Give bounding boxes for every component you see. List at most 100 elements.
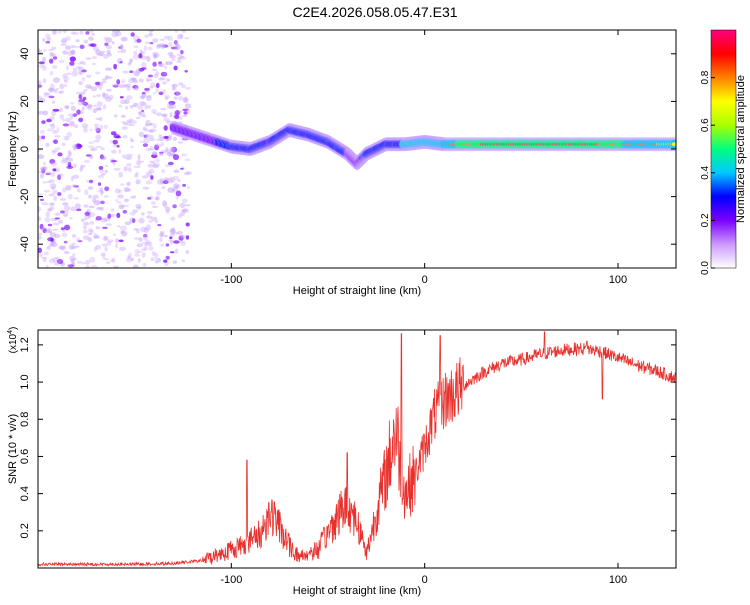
- x-tick-label: 100: [609, 274, 627, 286]
- heatmap-cell: [132, 102, 139, 107]
- heatmap-cell: [46, 171, 52, 175]
- heatmap-cell: [179, 33, 184, 38]
- heatmap-cell: [43, 162, 47, 166]
- heatmap-cell: [133, 237, 141, 240]
- heatmap-cell: [106, 45, 112, 50]
- heatmap-cell: [139, 140, 145, 143]
- heatmap-cell: [57, 91, 63, 94]
- heatmap-cell: [60, 43, 67, 46]
- heatmap-cell: [67, 50, 74, 56]
- heatmap-cell: [101, 155, 107, 161]
- heatmap-cell: [160, 71, 168, 77]
- colorbar-tick-label: 0.6: [700, 118, 711, 132]
- heatmap-cell: [169, 236, 173, 240]
- heatmap-cell: [182, 183, 187, 187]
- heatmap-cell: [185, 250, 189, 254]
- heatmap-cell: [39, 223, 44, 230]
- heatmap-cell: [80, 60, 84, 65]
- heatmap-cell: [70, 105, 77, 111]
- heatmap-cell: [184, 158, 191, 162]
- heatmap-cell: [171, 87, 177, 91]
- heatmap-cell: [99, 154, 104, 160]
- heatmap-cell: [164, 95, 171, 99]
- heatmap-cell: [128, 166, 132, 173]
- heatmap-cell: [148, 134, 154, 139]
- heatmap-cell: [147, 46, 153, 51]
- heatmap-cell: [63, 76, 70, 81]
- y-tick-label: 20: [19, 95, 31, 107]
- heatmap-cell: [45, 142, 50, 147]
- y-tick-label: -40: [19, 236, 31, 252]
- heatmap-cell: [63, 105, 69, 109]
- heatmap-cell: [142, 186, 150, 190]
- heatmap-cell: [50, 242, 58, 247]
- heatmap-cell: [89, 128, 93, 132]
- heatmap-cell: [60, 159, 67, 164]
- heatmap-cell: [83, 221, 90, 226]
- heatmap-cell: [104, 246, 108, 252]
- heatmap-cell: [152, 52, 158, 57]
- heatmap-cell: [96, 106, 102, 111]
- heatmap-cell: [72, 174, 80, 179]
- heatmap-cell: [137, 105, 144, 110]
- heatmap-cell: [67, 264, 75, 268]
- heatmap-cell: [97, 207, 104, 210]
- heatmap-cell: [93, 139, 100, 143]
- heatmap-cell: [75, 65, 82, 69]
- heatmap-cell: [89, 155, 93, 160]
- heatmap-cell: [132, 209, 138, 214]
- heatmap-cell: [72, 68, 77, 72]
- heatmap-cell: [49, 116, 55, 120]
- heatmap-cell: [47, 208, 52, 212]
- heatmap-cell: [128, 61, 133, 64]
- heatmap-cell: [70, 115, 73, 120]
- heatmap-cell: [67, 150, 72, 156]
- heatmap-cell: [166, 105, 174, 109]
- heatmap-cell: [157, 224, 162, 227]
- heatmap-cell: [95, 145, 103, 148]
- heatmap-cell: [67, 193, 73, 200]
- heatmap-cell: [154, 252, 159, 259]
- heatmap-cell: [102, 104, 107, 110]
- heatmap-cell: [184, 103, 192, 109]
- heatmap-cell: [45, 211, 50, 218]
- heatmap-cell: [73, 45, 79, 49]
- spectrogram-axes: -100 0 100 -40 -20 0 20 40: [19, 30, 676, 286]
- heatmap-cell: [100, 200, 105, 205]
- heatmap-cell: [53, 77, 60, 83]
- heatmap-cell: [64, 83, 68, 88]
- heatmap-cell: [118, 171, 123, 178]
- heatmap-cell: [69, 255, 76, 261]
- heatmap-cell: [162, 200, 167, 207]
- heatmap-cell: [160, 142, 165, 147]
- heatmap-cell: [177, 34, 184, 40]
- colorbar-tick-label: 0.0: [700, 261, 711, 275]
- heatmap-cell: [163, 259, 168, 263]
- heatmap-cell: [139, 160, 145, 163]
- heatmap-cell: [39, 198, 45, 201]
- heatmap-cell: [168, 42, 173, 48]
- heatmap-cell: [138, 217, 145, 224]
- heatmap-cell: [115, 199, 119, 202]
- heatmap-cell: [178, 235, 184, 241]
- heatmap-cell: [49, 206, 55, 211]
- heatmap-cell: [119, 96, 124, 99]
- y-tick-label: 0.4: [19, 486, 31, 501]
- heatmap-cell: [85, 265, 91, 268]
- heatmap-cell: [165, 243, 170, 247]
- heatmap-cell: [145, 121, 149, 127]
- heatmap-cell: [98, 165, 104, 170]
- heatmap-cell: [125, 105, 129, 110]
- heatmap-cell: [136, 180, 140, 185]
- heatmap-cell: [168, 134, 173, 138]
- heatmap-cell: [171, 146, 178, 153]
- heatmap-cell: [41, 120, 46, 124]
- heatmap-cell: [123, 166, 128, 172]
- heatmap-cell: [141, 252, 146, 258]
- heatmap-cell: [148, 30, 154, 33]
- heatmap-cell: [177, 56, 181, 62]
- heatmap-cell: [38, 84, 43, 88]
- heatmap-cell: [129, 211, 136, 216]
- heatmap-cell: [126, 163, 132, 167]
- heatmap-cell: [38, 61, 45, 65]
